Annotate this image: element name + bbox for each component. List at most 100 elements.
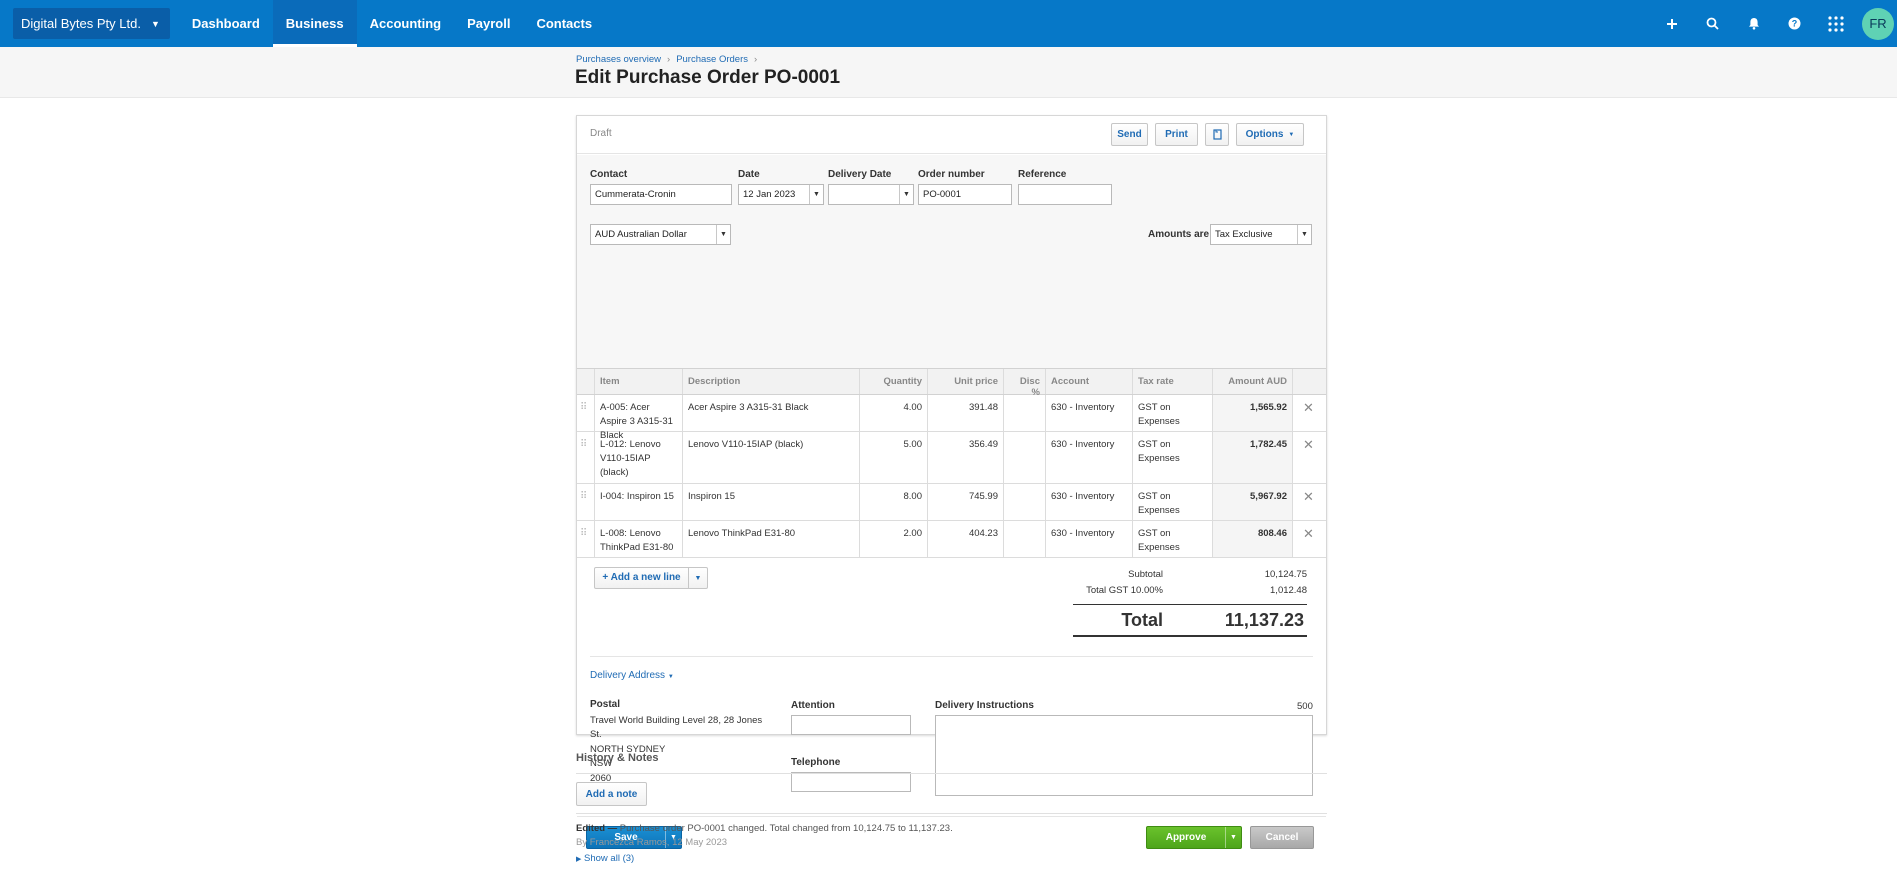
plus-icon[interactable]	[1651, 0, 1692, 47]
totals-panel: Subtotal 10,124.75 Total GST 10.00% 1,01…	[1073, 569, 1307, 637]
delivery-date-label: Delivery Date	[828, 169, 892, 180]
card-header: Draft Send Print Options ▼	[577, 116, 1326, 154]
nav-accounting[interactable]: Accounting	[369, 16, 442, 31]
options-button[interactable]: Options ▼	[1236, 123, 1304, 146]
show-all-label: Show all (3)	[584, 853, 635, 864]
amounts-are-select[interactable]: Tax Exclusive ▼	[1210, 224, 1312, 245]
nav-contacts[interactable]: Contacts	[536, 16, 593, 31]
org-name: Digital Bytes Pty Ltd.	[21, 16, 141, 31]
row-disc[interactable]	[1004, 432, 1046, 483]
row-description[interactable]: Inspiron 15	[683, 484, 860, 520]
row-quantity[interactable]: 5.00	[860, 432, 928, 483]
line-items-table: Item Description Quantity Unit price Dis…	[577, 368, 1326, 558]
telephone-field[interactable]	[791, 772, 911, 792]
subtotal-label: Subtotal	[1128, 569, 1163, 580]
remove-row-icon[interactable]: ✕	[1303, 437, 1314, 452]
row-unit-price[interactable]: 391.48	[928, 395, 1004, 431]
remove-row-icon[interactable]: ✕	[1303, 489, 1314, 504]
row-quantity[interactable]: 2.00	[860, 521, 928, 557]
org-switcher[interactable]: Digital Bytes Pty Ltd. ▼	[13, 8, 170, 39]
row-quantity[interactable]: 8.00	[860, 484, 928, 520]
save-button[interactable]: Save	[614, 832, 638, 843]
row-account[interactable]: 630 - Inventory	[1046, 432, 1133, 483]
apps-grid-icon[interactable]	[1815, 0, 1856, 47]
row-tax-rate[interactable]: GST on Expenses	[1133, 484, 1213, 520]
currency-select[interactable]: AUD Australian Dollar ▼	[590, 224, 731, 245]
table-row[interactable]: ⠿ A-005: Acer Aspire 3 A315-31 Black Ace…	[577, 395, 1326, 441]
row-tax-rate[interactable]: GST on Expenses	[1133, 521, 1213, 557]
row-item[interactable]: I-004: Inspiron 15	[595, 484, 683, 520]
delivery-date-field[interactable]: ▼	[828, 184, 914, 205]
row-unit-price[interactable]: 356.49	[928, 432, 1004, 483]
row-account[interactable]: 630 - Inventory	[1046, 521, 1133, 557]
contact-field[interactable]: Cummerata-Cronin	[590, 184, 732, 205]
bell-icon[interactable]	[1733, 0, 1774, 47]
table-row[interactable]: ⠿ I-004: Inspiron 15 Inspiron 15 8.00 74…	[577, 484, 1326, 521]
avatar[interactable]: FR	[1862, 7, 1894, 40]
add-line-button-group: + Add a new line ▼	[594, 567, 708, 589]
remove-row-icon[interactable]: ✕	[1303, 526, 1314, 541]
remove-row-icon[interactable]: ✕	[1303, 400, 1314, 415]
add-note-button[interactable]: Add a note	[576, 782, 647, 806]
caret-down-icon[interactable]: ▼	[809, 185, 823, 204]
caret-down-icon[interactable]: ▼	[694, 574, 702, 582]
breadcrumb-purchases-overview[interactable]: Purchases overview	[576, 54, 662, 65]
row-quantity[interactable]: 4.00	[860, 395, 928, 431]
order-number-field[interactable]: PO-0001	[918, 184, 1012, 205]
row-item[interactable]: A-005: Acer Aspire 3 A315-31 Black	[595, 395, 683, 441]
drag-handle-icon[interactable]: ⠿	[577, 432, 595, 483]
table-row[interactable]: ⠿ L-012: Lenovo V110-15IAP (black) Lenov…	[577, 432, 1326, 484]
row-item[interactable]: L-012: Lenovo V110-15IAP (black)	[595, 432, 683, 483]
row-disc[interactable]	[1004, 395, 1046, 431]
delivery-instructions-field[interactable]	[935, 715, 1313, 796]
reference-field[interactable]	[1018, 184, 1112, 205]
breadcrumb-separator-icon: ›	[754, 54, 758, 65]
drag-handle-icon[interactable]: ⠿	[577, 395, 595, 431]
drag-handle-icon[interactable]: ⠿	[577, 484, 595, 520]
nav-dashboard[interactable]: Dashboard	[191, 16, 260, 31]
send-button[interactable]: Send	[1111, 123, 1148, 146]
row-disc[interactable]	[1004, 484, 1046, 520]
row-account[interactable]: 630 - Inventory	[1046, 484, 1133, 520]
drag-handle-icon[interactable]: ⠿	[577, 521, 595, 557]
nav-payroll[interactable]: Payroll	[467, 16, 511, 31]
breadcrumb-separator-icon: ›	[667, 54, 671, 65]
help-icon[interactable]: ?	[1774, 0, 1815, 47]
header-remove	[1293, 369, 1326, 394]
search-icon[interactable]	[1692, 0, 1733, 47]
row-description[interactable]: Lenovo V110-15IAP (black)	[683, 432, 860, 483]
row-amount: 1,782.45	[1213, 432, 1293, 483]
approve-button[interactable]: Approve	[1165, 832, 1207, 843]
row-unit-price[interactable]: 404.23	[928, 521, 1004, 557]
add-new-line-button[interactable]: + Add a new line	[595, 568, 689, 588]
row-tax-rate[interactable]: GST on Expenses	[1133, 395, 1213, 431]
caret-down-icon[interactable]: ▼	[1225, 827, 1241, 848]
history-entry: Edited — Purchase order PO-0001 changed.…	[576, 823, 953, 834]
caret-down-icon[interactable]: ▼	[665, 827, 681, 848]
caret-down-icon: ▼	[1297, 225, 1311, 244]
row-unit-price[interactable]: 745.99	[928, 484, 1004, 520]
nav-business[interactable]: Business	[272, 0, 357, 47]
row-tax-rate[interactable]: GST on Expenses	[1133, 432, 1213, 483]
row-disc[interactable]	[1004, 521, 1046, 557]
table-row[interactable]: ⠿ L-008: Lenovo ThinkPad E31-80 Lenovo T…	[577, 521, 1326, 558]
show-all-link[interactable]: ▶ Show all (3)	[576, 853, 634, 864]
print-button[interactable]: Print	[1155, 123, 1198, 146]
row-amount: 5,967.92	[1213, 484, 1293, 520]
row-account[interactable]: 630 - Inventory	[1046, 395, 1133, 431]
table-header: Item Description Quantity Unit price Dis…	[577, 369, 1326, 398]
caret-down-icon[interactable]: ▼	[899, 185, 913, 204]
delivery-address-toggle[interactable]: Delivery Address ▼	[590, 670, 674, 681]
date-field[interactable]: 12 Jan 2023 ▼	[738, 184, 824, 205]
row-item[interactable]: L-008: Lenovo ThinkPad E31-80	[595, 521, 683, 557]
attention-field[interactable]	[791, 715, 911, 735]
row-description[interactable]: Acer Aspire 3 A315-31 Black	[683, 395, 860, 431]
header-quantity: Quantity	[860, 369, 928, 394]
copy-button[interactable]	[1205, 123, 1229, 146]
card-footer: Save ▼ Approve ▼ Cancel	[577, 816, 1326, 851]
header-unit-price: Unit price	[928, 369, 1004, 394]
row-description[interactable]: Lenovo ThinkPad E31-80	[683, 521, 860, 557]
cancel-button[interactable]: Cancel	[1250, 826, 1314, 849]
breadcrumb-purchase-orders[interactable]: Purchase Orders	[676, 54, 748, 65]
postal-line: Travel World Building Level 28, 28 Jones…	[590, 714, 763, 741]
